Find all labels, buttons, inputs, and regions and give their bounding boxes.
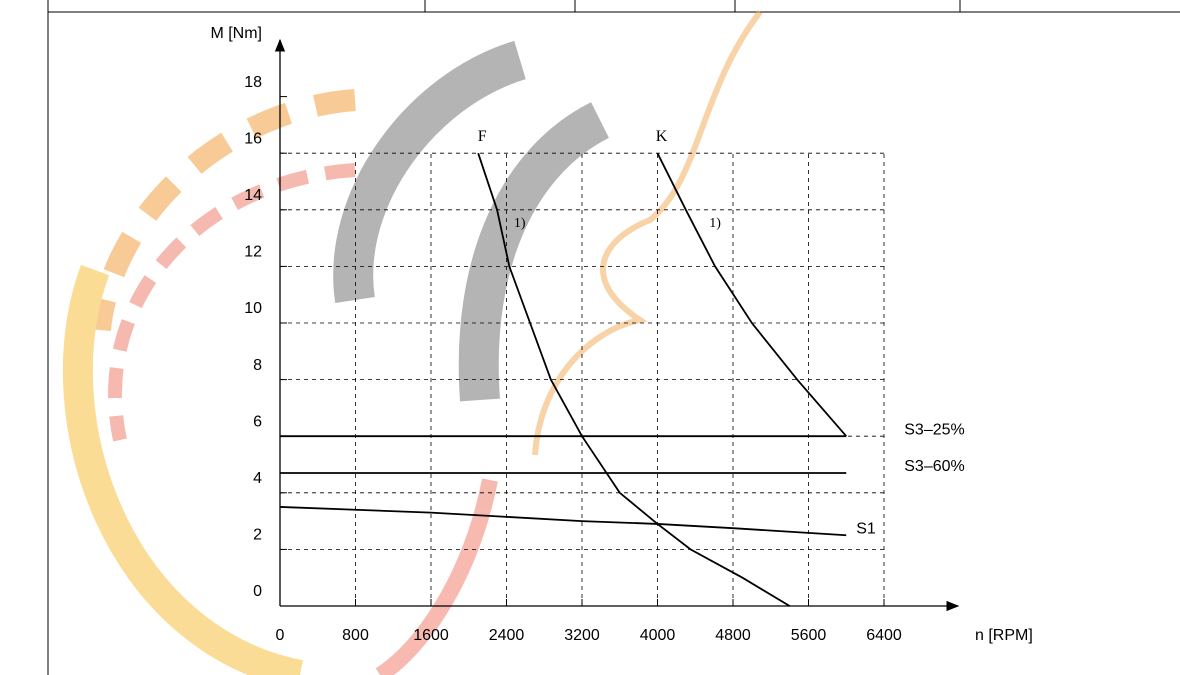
x-tick-label: 800	[342, 627, 369, 644]
x-tick-label: 4800	[715, 627, 751, 644]
series-line	[477, 152, 791, 607]
watermark	[62, 10, 763, 675]
x-tick-label: 5600	[791, 627, 827, 644]
series-line	[279, 506, 847, 537]
x-tick-label: 0	[276, 627, 285, 644]
y-tick-label: 6	[253, 413, 262, 430]
y-tick-label: 2	[253, 527, 262, 544]
x-tick-label: 6400	[866, 627, 902, 644]
x-tick-label: 1600	[413, 627, 449, 644]
y-tick-label: 8	[253, 357, 262, 374]
y-tick-label: 14	[244, 187, 262, 204]
y-tick-label: 18	[244, 74, 262, 91]
series-label: S3–25%	[904, 421, 965, 438]
y-axis-label: M [Nm]	[210, 25, 262, 42]
annotation: 1)	[709, 216, 721, 231]
frame	[47, 0, 1180, 675]
series-line	[656, 152, 847, 437]
annotation: 1)	[514, 216, 526, 231]
series-label: K	[656, 128, 668, 145]
y-tick-label: 4	[253, 470, 262, 487]
y-tick-label: 0	[253, 583, 262, 600]
x-axis-label: n [RPM]	[975, 627, 1033, 644]
y-tick-label: 16	[244, 130, 262, 147]
series-label: S1	[856, 520, 876, 537]
x-tick-label: 4000	[640, 627, 676, 644]
x-tick-label: 3200	[564, 627, 600, 644]
y-tick-label: 12	[244, 244, 262, 261]
y-tick-label: 10	[244, 300, 262, 317]
series-label: F	[478, 128, 487, 145]
series-label: S3–60%	[904, 458, 965, 475]
x-tick-label: 2400	[489, 627, 525, 644]
